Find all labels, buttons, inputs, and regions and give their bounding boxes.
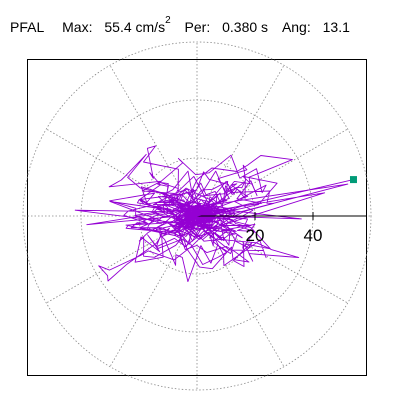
period-label: Per: <box>184 18 211 35</box>
grid-spoke-240 <box>109 215 198 367</box>
ring-label-40: 40 <box>304 226 323 245</box>
ring-label-20: 20 <box>246 226 265 245</box>
grid-ring-60 <box>22 41 372 391</box>
max-value: 55.4 cm/s2 <box>104 15 171 35</box>
ring-labels: 20 40 <box>246 226 323 245</box>
max-marker-square <box>349 176 357 184</box>
grid-spoke-300 <box>196 215 285 367</box>
max-direction-line <box>196 179 354 217</box>
title-bar: PFAL Max: 55.4 cm/s2 Per: 0.380 s Ang: 1… <box>10 15 360 35</box>
angle-label: Ang: <box>281 18 311 35</box>
period-value: 0.380 s <box>222 18 269 35</box>
plot-frame <box>27 59 367 376</box>
radial-axis <box>197 212 367 220</box>
grid-spoke-60 <box>196 65 285 217</box>
station-code: PFAL <box>10 18 45 35</box>
max-label: Max: <box>62 18 93 35</box>
angle-value: 13.1 <box>322 18 350 35</box>
motion-trace <box>74 145 349 283</box>
max-marker <box>196 176 357 217</box>
trace-path <box>74 145 349 283</box>
